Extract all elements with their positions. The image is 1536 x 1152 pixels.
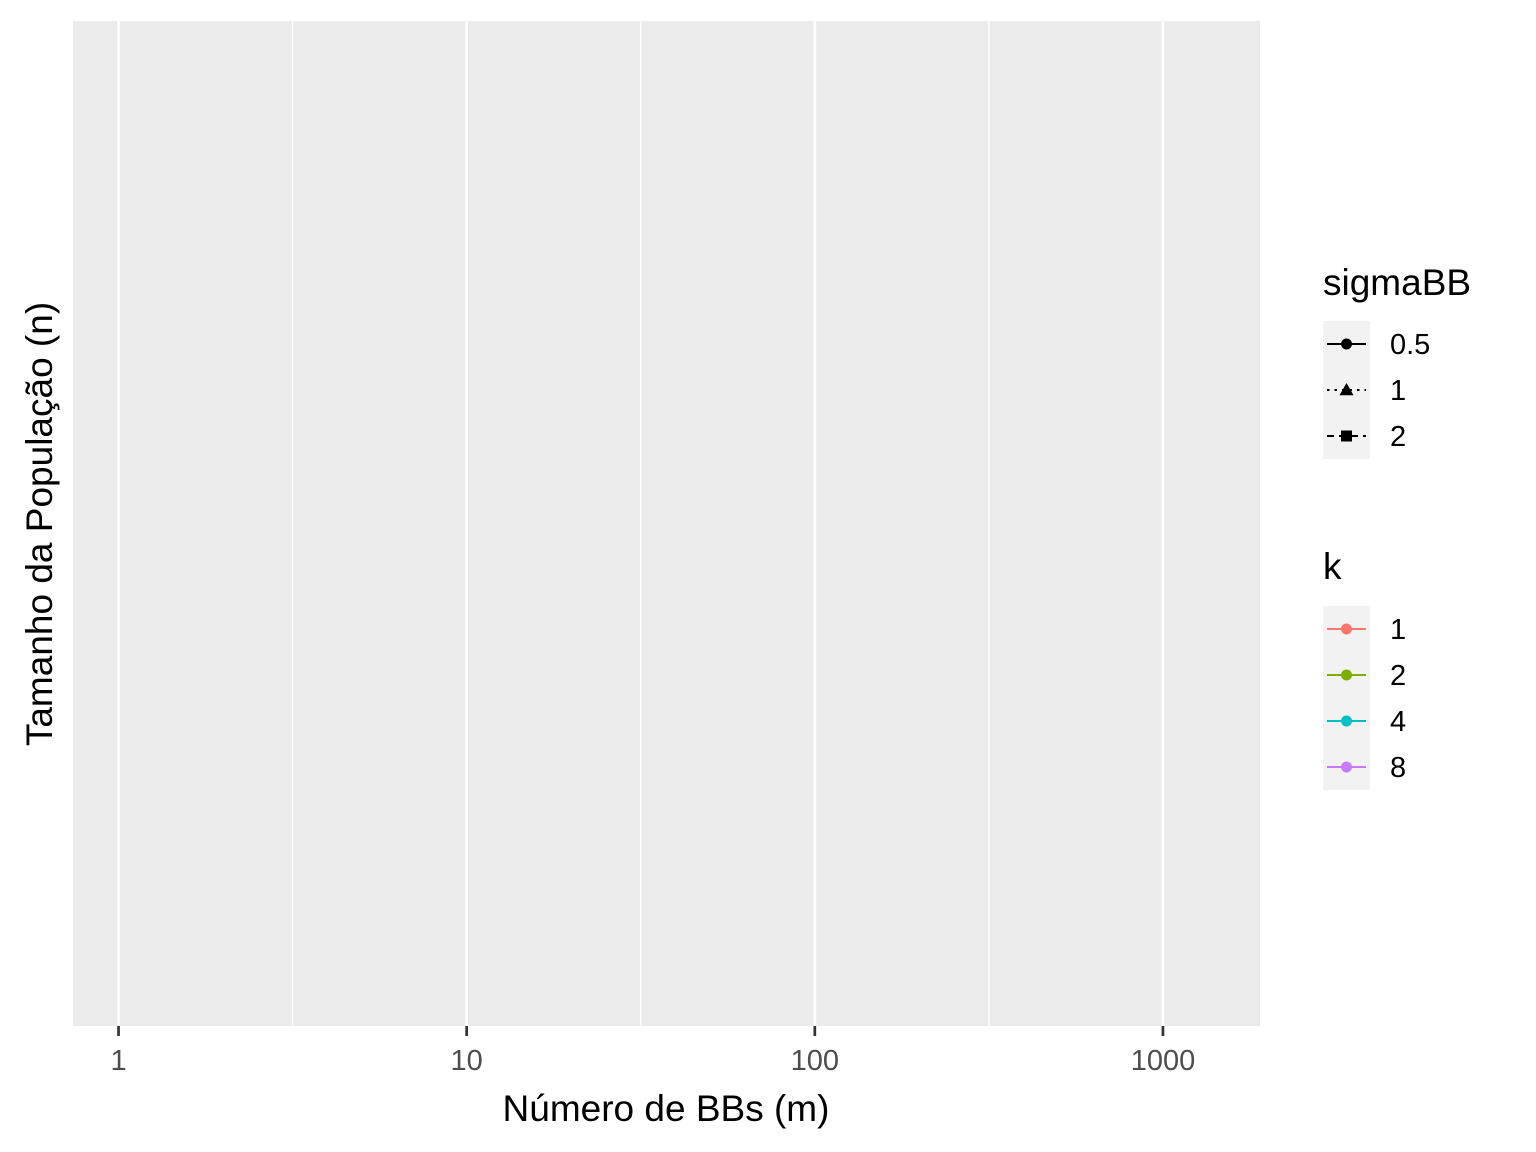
- legend-point-circle: [1341, 669, 1352, 681]
- legend-point-circle: [1341, 338, 1352, 350]
- legend-entry: 4: [1327, 706, 1406, 738]
- legend-point-triangle: [1339, 383, 1354, 396]
- legend-point-square: [1341, 430, 1352, 442]
- x-axis-title: Número de BBs (m): [503, 1088, 830, 1129]
- legend-title: k: [1323, 546, 1342, 587]
- legend-title: sigmaBB: [1323, 262, 1471, 303]
- x-tick-label: 1000: [1131, 1045, 1196, 1077]
- x-tick-label: 100: [791, 1045, 839, 1077]
- legend-label: 8: [1390, 752, 1406, 784]
- legend-sigmabb: sigmaBB 0.5 1 2: [1323, 262, 1471, 459]
- legend-point-circle: [1341, 715, 1352, 727]
- legend-area: sigmaBB 0.5 1 2 k 1 2 4 8: [1323, 262, 1471, 790]
- legend-point-circle: [1341, 761, 1352, 773]
- legend-entry: 2: [1327, 421, 1406, 453]
- legend-label: 0.5: [1390, 329, 1430, 361]
- x-tick-label: 1: [110, 1045, 126, 1077]
- x-axis: 1 10 100 1000: [110, 1026, 1195, 1077]
- legend-point-circle: [1341, 623, 1352, 635]
- legend-key-background: [1323, 606, 1370, 790]
- x-tick-label: 10: [451, 1045, 483, 1077]
- plot-panel: [73, 21, 1260, 1026]
- legend-entry: 1: [1327, 375, 1406, 407]
- legend-k: k 1 2 4 8: [1323, 546, 1406, 790]
- legend-entry: 0.5: [1327, 329, 1430, 361]
- legend-label: 4: [1390, 706, 1406, 738]
- legend-entry: 1: [1327, 614, 1406, 646]
- y-axis-title: Tamanho da População (n): [19, 302, 60, 746]
- legend-entry: 8: [1327, 752, 1406, 784]
- legend-label: 1: [1390, 375, 1406, 407]
- grid-lines: [117, 21, 1165, 1026]
- legend-label: 2: [1390, 421, 1406, 453]
- legend-label: 2: [1390, 660, 1406, 692]
- legend-label: 1: [1390, 614, 1406, 646]
- legend-entry: 2: [1327, 660, 1406, 692]
